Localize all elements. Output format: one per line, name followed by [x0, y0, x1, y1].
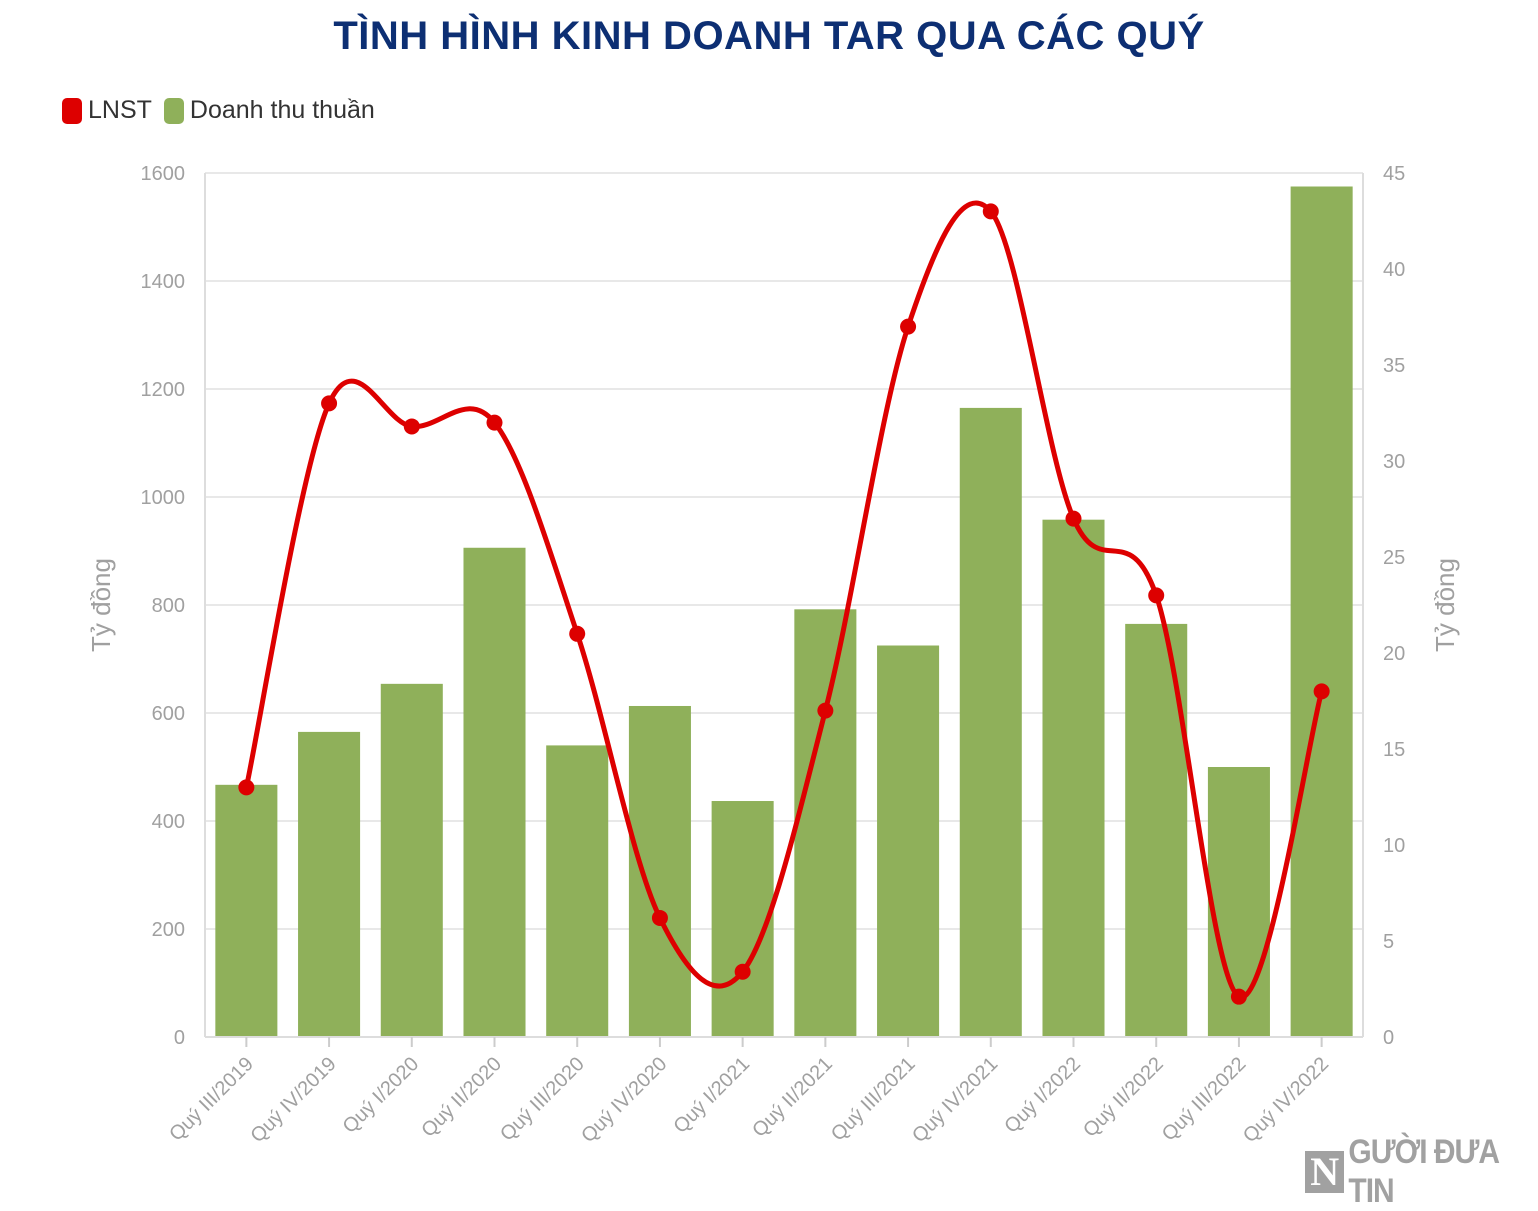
- y-tick-label-left: 400: [152, 811, 185, 833]
- y-tick-label-right: 45: [1383, 163, 1405, 185]
- watermark-logo: N GƯỜI ĐƯA TIN: [1305, 1133, 1538, 1210]
- revenue-bar: [1042, 519, 1105, 1037]
- x-tick-label: Quý II/2022: [1079, 1053, 1168, 1142]
- x-tick-label: Quý IV/2022: [1239, 1053, 1333, 1147]
- profit-point: [486, 414, 503, 431]
- legend-item-lnst[interactable]: LNST: [62, 96, 152, 125]
- revenue-bar: [298, 731, 361, 1037]
- x-tick-label: Quý I/2021: [669, 1053, 754, 1138]
- legend-label-lnst: LNST: [88, 96, 152, 124]
- y-tick-label-right: 5: [1383, 931, 1394, 953]
- y-tick-label-right: 20: [1383, 643, 1405, 665]
- x-tick-label: Quý IV/2020: [577, 1053, 671, 1147]
- x-tick-label: Quý III/2020: [496, 1053, 589, 1146]
- y-tick-label-right: 30: [1383, 451, 1405, 473]
- revenue-bar: [215, 784, 278, 1037]
- revenue-bar: [628, 705, 691, 1037]
- y-tick-label-left: 600: [152, 703, 185, 725]
- y-tick-label-left: 800: [152, 595, 185, 617]
- profit-point: [569, 625, 586, 642]
- profit-point: [238, 779, 255, 796]
- profit-point: [651, 909, 668, 926]
- y-tick-label-right: 15: [1383, 739, 1405, 761]
- x-tick-label: Quý III/2019: [165, 1053, 258, 1146]
- profit-point: [900, 318, 917, 335]
- y-axis-title-left: Tỷ đồng: [86, 558, 116, 652]
- y-tick-label-right: 35: [1383, 355, 1405, 377]
- profit-line: [238, 200, 1330, 1005]
- y-tick-label-right: 10: [1383, 835, 1405, 857]
- x-tick-label: Quý IV/2021: [908, 1053, 1002, 1147]
- revenue-bar: [794, 609, 857, 1037]
- revenue-bar: [546, 745, 609, 1037]
- x-tick-label: Quý III/2021: [827, 1053, 920, 1146]
- profit-point: [1230, 988, 1247, 1005]
- watermark-logo-mark: N: [1305, 1151, 1345, 1193]
- revenue-bar: [959, 407, 1022, 1037]
- profit-point: [321, 395, 338, 412]
- y-tick-label-left: 1600: [141, 163, 186, 185]
- legend-item-revenue[interactable]: Doanh thu thuần: [163, 96, 375, 125]
- legend-swatch-revenue: [163, 97, 184, 124]
- x-tick-label: Quý I/2022: [1000, 1053, 1085, 1138]
- y-tick-label-left: 1000: [141, 487, 186, 509]
- revenue-bar: [463, 547, 526, 1037]
- chart-legend: LNST Doanh thu thuần: [62, 96, 375, 125]
- legend-swatch-lnst: [62, 97, 82, 124]
- y-tick-label-right: 25: [1383, 547, 1405, 569]
- y-tick-label-right: 0: [1383, 1027, 1394, 1049]
- y-tick-label-right: 40: [1383, 259, 1405, 281]
- y-tick-label-left: 0: [174, 1027, 185, 1049]
- x-tick-label: Quý I/2020: [339, 1053, 424, 1138]
- profit-point: [1148, 587, 1165, 604]
- legend-label-revenue: Doanh thu thuần: [189, 96, 375, 124]
- chart-title: TÌNH HÌNH KINH DOANH TAR QUA CÁC QUÝ: [333, 14, 1205, 58]
- x-tick-label: Quý IV/2019: [246, 1053, 340, 1147]
- x-tick-label: Quý II/2021: [748, 1053, 837, 1142]
- y-tick-label-left: 200: [152, 919, 185, 941]
- profit-point: [982, 203, 999, 220]
- profit-point: [1065, 510, 1082, 527]
- profit-point: [817, 702, 834, 719]
- revenue-bar: [380, 683, 443, 1037]
- revenue-bar: [877, 645, 940, 1037]
- revenue-bar: [711, 801, 774, 1037]
- y-axis-title-right: Tỷ đồng: [1430, 558, 1460, 652]
- x-tick-label: Quý III/2022: [1158, 1053, 1251, 1146]
- y-tick-label-left: 1200: [141, 379, 186, 401]
- gridlines: [205, 172, 1363, 1038]
- revenue-bars: [215, 186, 1353, 1037]
- revenue-bar: [1290, 186, 1353, 1037]
- profit-point: [734, 963, 751, 980]
- y-tick-label-left: 1400: [141, 271, 186, 293]
- profit-point: [403, 418, 420, 435]
- watermark-logo-text: GƯỜI ĐƯA TIN: [1348, 1132, 1499, 1210]
- profit-point: [1313, 683, 1330, 700]
- x-tick-label: Quý II/2020: [417, 1053, 506, 1142]
